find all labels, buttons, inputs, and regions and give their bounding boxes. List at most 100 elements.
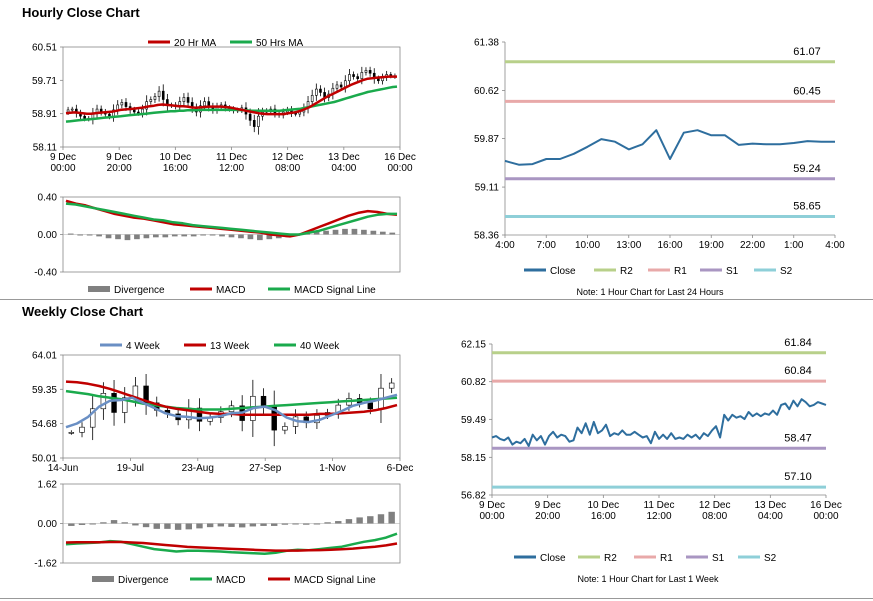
hourly-legend-macd-label: MACD: [216, 285, 245, 296]
weekly_macd-divergence-bar: [78, 523, 86, 525]
hourly-close-legend-close-label: Close: [550, 266, 576, 277]
legend-4-week-label: 4 Week: [126, 341, 161, 352]
hourly_macd-divergence-bar: [115, 234, 121, 240]
weekly_macd-divergence-bar: [324, 522, 331, 524]
hourly_macd-divergence-bar: [171, 234, 178, 237]
weekly_price-x-tick-label: 6-Dec: [387, 463, 414, 474]
hourly_macd-divergence-bar: [162, 234, 169, 238]
hourly_macd-divergence-bar: [342, 228, 348, 235]
hourly_close-y-tick-label: 58.36: [474, 231, 499, 242]
hourly_macd-divergence-bar: [124, 234, 131, 241]
hourly_macd-divergence-bar: [257, 234, 263, 241]
hourly_macd-divergence-bar: [332, 229, 339, 235]
weekly-close-note: Note: 1 Hour Chart for Last 1 Week: [578, 574, 719, 584]
hourly_price-candle-body: [319, 88, 322, 93]
weekly_price-x-tick-label: 1-Nov: [319, 463, 346, 474]
hourly_price-candle-body: [310, 95, 314, 102]
hourly_close-y-tick-label: 61.38: [474, 38, 499, 49]
hourly_price-candle-body: [335, 84, 339, 89]
hourly_price-x-tick-label: 9 Dec 00:00: [50, 152, 76, 174]
hourly_macd-divergence-bar: [200, 234, 206, 236]
weekly_close-level-r1-label: 60.84: [784, 365, 812, 377]
weekly-legend-divergence-label: Divergence: [118, 575, 169, 586]
hourly_macd-divergence-bar: [77, 234, 84, 236]
weekly_macd-y-tick-label: 1.62: [38, 480, 58, 491]
weekly_macd-divergence-bar: [228, 523, 235, 527]
hourly_price-candle-body: [108, 113, 111, 117]
hourly_price-x-tick-label: 16 Dec 00:00: [384, 152, 416, 174]
hourly_macd-divergence-bar: [389, 232, 396, 235]
hourly_macd-y-tick-label: 0.00: [38, 230, 58, 241]
hourly-close-legend-r2-label: R2: [620, 266, 633, 277]
hourly_macd-divergence-bar: [361, 229, 367, 235]
hourly_price-candle-body: [315, 88, 318, 96]
weekly_close-level-r2-label: 61.84: [784, 337, 812, 349]
weekly_macd-signal-line: [65, 540, 398, 552]
hourly_price-x-tick-label: 9 Dec 20:00: [106, 152, 132, 174]
weekly_macd-divergence-bar: [196, 523, 203, 529]
hourly_close-x-tick-label: 4:00: [495, 240, 515, 251]
hourly_price-candle-body: [339, 84, 343, 88]
hourly_macd-divergence-bar: [67, 233, 74, 235]
weekly_close-x-tick-label: 9 Dec 00:00: [479, 500, 505, 522]
hourly_price-candle-body: [186, 97, 190, 103]
weekly_price-y-tick-label: 50.01: [32, 454, 57, 465]
weekly_macd-y-tick-label: -1.62: [34, 559, 57, 570]
weekly_macd-y-tick-label: 0.00: [38, 519, 58, 530]
hourly_close-level-r1-label: 60.45: [793, 85, 821, 97]
hourly_macd-divergence-bar: [266, 234, 273, 240]
hourly-legend-divergence-swatch: [88, 286, 110, 292]
weekly-close-legend-r1-label: R1: [660, 553, 673, 564]
hourly_macd-divergence-bar: [370, 230, 377, 235]
hourly_price-candle-body: [360, 72, 364, 79]
hourly_macd-divergence-bar: [153, 234, 159, 238]
weekly_macd-divergence-bar: [377, 514, 385, 524]
hourly_price-candle-body: [124, 102, 128, 107]
weekly_macd-divergence-bar: [303, 523, 310, 525]
hourly_close-x-tick-label: 7:00: [537, 240, 557, 251]
weekly_macd-divergence-bar: [121, 522, 128, 524]
hourly_macd-divergence-bar: [209, 234, 216, 236]
hourly_price-candle-body: [182, 97, 186, 102]
weekly_price-candle-body: [100, 393, 107, 410]
hourly_price-candle-body: [157, 90, 161, 97]
hourly-close-legend-s1-label: S1: [726, 266, 739, 277]
hourly-close-legend-s2-label: S2: [780, 266, 793, 277]
hourly_macd-divergence-bar: [228, 234, 235, 238]
weekly-section-title: Weekly Close Chart: [22, 304, 144, 319]
hourly_price-candle-body: [141, 108, 144, 114]
weekly_close-level-s1-label: 58.47: [784, 432, 812, 444]
hourly_macd-signal-line: [65, 202, 397, 236]
weekly_close-x-tick-label: 11 Dec 12:00: [644, 500, 675, 522]
weekly_close-close-line: [491, 398, 827, 447]
weekly_macd-divergence-bar: [292, 523, 299, 525]
hourly_close-x-tick-label: 16:00: [657, 240, 682, 251]
weekly-legend-macd-label: MACD: [216, 575, 245, 586]
hourly_close-x-tick-label: 10:00: [575, 240, 600, 251]
weekly_close-y-tick-label: 62.15: [461, 340, 486, 351]
weekly_macd-divergence-bar: [367, 516, 374, 524]
weekly_macd-divergence-bar: [110, 520, 118, 524]
hourly_price-x-tick-label: 12 Dec 08:00: [272, 152, 304, 174]
hourly_price-candle-body: [161, 90, 165, 100]
weekly_macd-macd-line: [65, 532, 398, 555]
hourly_price-x-tick-label: 13 Dec 04:00: [328, 152, 360, 174]
weekly_price-candle-body: [79, 426, 85, 433]
hourly_price-y-tick-label: 58.11: [33, 143, 58, 154]
weekly_price-candle-body: [68, 432, 75, 434]
hourly_price-ma20-line: [65, 75, 397, 116]
hourly_price-candle-body: [248, 113, 252, 121]
weekly_macd-divergence-bar: [142, 523, 150, 528]
weekly_macd-divergence-bar: [313, 523, 321, 525]
weekly_macd-divergence-bar: [345, 519, 353, 524]
hourly_close-x-tick-label: 4:00: [825, 240, 845, 251]
weekly_macd-divergence-bar: [89, 523, 96, 525]
weekly_macd-divergence-bar: [164, 523, 171, 529]
hourly_macd-divergence-bar: [134, 234, 140, 240]
hourly_price-candle-body: [364, 70, 368, 73]
hourly_price-candle-body: [149, 99, 153, 102]
hourly_price-candle-body: [252, 120, 256, 127]
hourly_close-level-s1-label: 59.24: [793, 163, 821, 175]
weekly_macd-divergence-bar: [249, 523, 257, 527]
